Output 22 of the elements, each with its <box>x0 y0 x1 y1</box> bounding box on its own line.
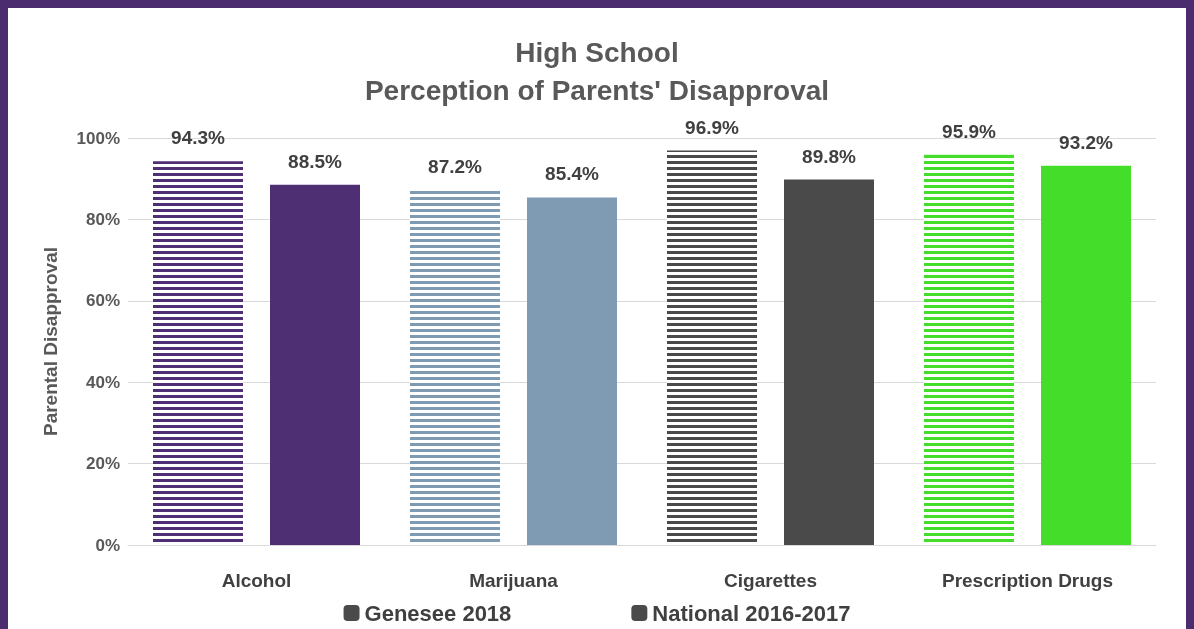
data-label: 93.2% <box>1059 131 1114 153</box>
chart-title: High School Perception of Parents' Disapproval <box>364 36 830 106</box>
legend-label: National 2016-2017 <box>652 600 851 626</box>
y-tick-label: 100% <box>76 128 120 148</box>
data-label: 94.3% <box>171 127 226 149</box>
data-label: 95.9% <box>942 120 997 142</box>
x-tick-label: Alcohol <box>221 570 292 591</box>
y-tick-label: 80% <box>85 209 120 229</box>
data-label: 88.5% <box>288 150 343 172</box>
data-label: 85.4% <box>545 163 600 185</box>
y-tick-label: 60% <box>85 291 120 311</box>
legend-label: Genesee 2018 <box>364 600 512 626</box>
x-tick-label: Prescription Drugs <box>941 570 1114 591</box>
data-label: 96.9% <box>685 116 740 138</box>
data-label: 89.8% <box>802 145 857 167</box>
y-tick-label: 0% <box>95 535 120 555</box>
y-tick-label: 40% <box>85 372 120 392</box>
y-axis-title: Parental Disapproval <box>40 246 61 437</box>
data-label: 87.2% <box>428 156 483 178</box>
x-tick-label: Cigarettes <box>724 570 817 591</box>
x-tick-label: Marijuana <box>469 570 559 591</box>
y-tick-label: 20% <box>85 454 120 474</box>
